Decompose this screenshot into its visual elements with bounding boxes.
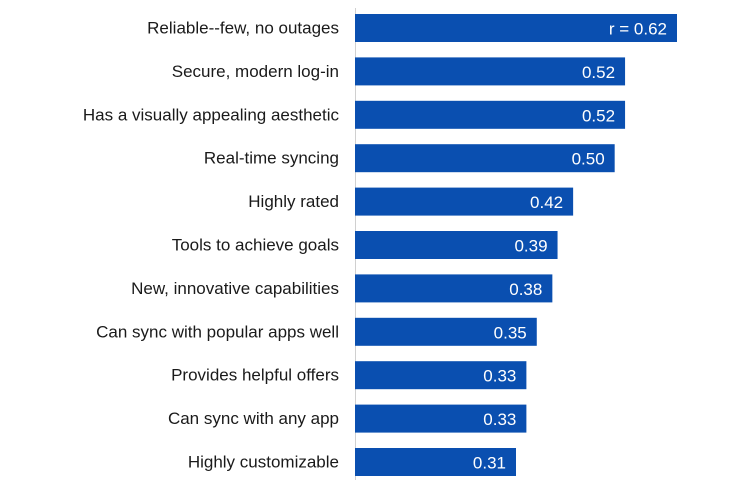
value-label: 0.31 bbox=[473, 454, 506, 473]
category-label: Tools to achieve goals bbox=[172, 236, 339, 255]
bar bbox=[355, 448, 516, 476]
category-label: Highly rated bbox=[248, 192, 339, 211]
bar bbox=[355, 187, 574, 216]
value-label: 0.33 bbox=[483, 410, 516, 429]
bar bbox=[355, 144, 615, 173]
value-label: r = 0.62 bbox=[609, 20, 667, 39]
category-label: Real-time syncing bbox=[204, 149, 339, 168]
category-label: New, innovative capabilities bbox=[131, 279, 339, 298]
bar bbox=[355, 404, 527, 433]
bar bbox=[355, 231, 558, 259]
value-label: 0.52 bbox=[582, 63, 615, 82]
bar bbox=[355, 100, 626, 129]
bars-group: Reliable--few, no outages r = 0.62 Secure,… bbox=[83, 14, 677, 476]
category-label: Provides helpful offers bbox=[171, 366, 339, 385]
category-label: Can sync with popular apps well bbox=[96, 322, 339, 341]
category-label: Highly customizable bbox=[188, 453, 339, 472]
value-label: 0.33 bbox=[483, 367, 516, 386]
bar bbox=[355, 57, 626, 86]
bar bbox=[355, 274, 553, 303]
category-label: Can sync with any app bbox=[168, 409, 339, 428]
bar bbox=[355, 14, 677, 42]
value-label: 0.42 bbox=[530, 193, 563, 212]
value-label: 0.52 bbox=[582, 106, 615, 125]
value-label: 0.50 bbox=[572, 150, 605, 169]
value-label: 0.35 bbox=[494, 323, 527, 342]
bar bbox=[355, 361, 527, 390]
value-label: 0.39 bbox=[514, 237, 547, 256]
category-label: Has a visually appealing aesthetic bbox=[83, 105, 340, 124]
value-label: 0.38 bbox=[509, 280, 542, 299]
category-label: Reliable--few, no outages bbox=[147, 19, 339, 38]
category-label: Secure, modern log-in bbox=[172, 62, 339, 81]
bar bbox=[355, 317, 537, 346]
